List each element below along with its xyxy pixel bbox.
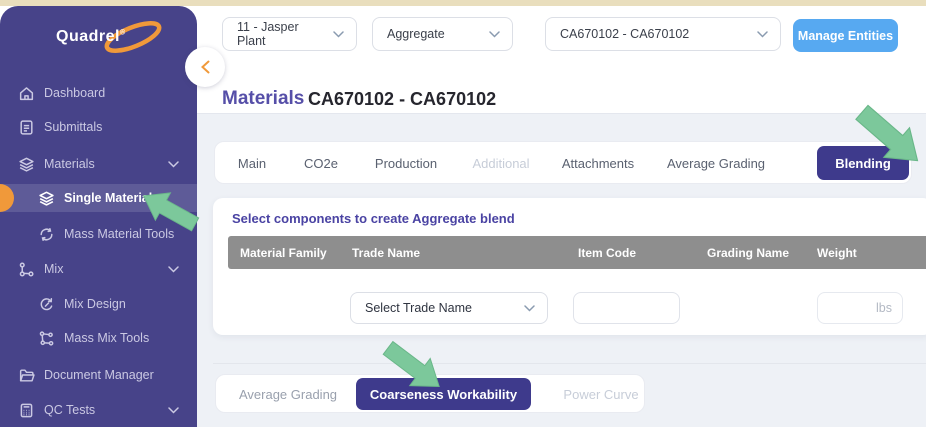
material-tabs: Main CO2e Production Additional Attachme… (214, 141, 912, 184)
sidebar-item-label: Single Material (64, 191, 153, 205)
logo-swoosh-icon (104, 21, 162, 53)
section-divider (213, 363, 926, 364)
chevron-down-icon[interactable] (168, 265, 179, 273)
header-divider (197, 113, 926, 114)
chevron-left-icon (200, 60, 209, 74)
tab-production[interactable]: Production (374, 156, 438, 171)
tab-co2e[interactable]: CO2e (304, 156, 338, 171)
sidebar-item-label: Materials (44, 157, 95, 171)
tab-average-grading-bottom[interactable]: Average Grading (238, 387, 338, 402)
sidebar-item-materials[interactable]: Materials (0, 150, 197, 178)
blend-instruction: Select components to create Aggregate bl… (232, 211, 515, 226)
material-select[interactable]: CA670102 - CA670102 (545, 17, 781, 51)
chevron-down-icon[interactable] (168, 406, 179, 414)
sidebar-item-mix[interactable]: Mix (0, 255, 197, 283)
tab-average-grading[interactable]: Average Grading (666, 156, 766, 171)
material-type-select[interactable]: Aggregate (372, 17, 513, 51)
sidebar-item-label: Mix (44, 262, 64, 276)
sidebar-item-label: Mass Mix Tools (64, 331, 150, 345)
tab-power-curve: Power Curve (563, 387, 639, 402)
column-material-family: Material Family (240, 245, 327, 260)
sidebar-collapse-button[interactable] (185, 47, 225, 87)
sidebar-item-label: Document Manager (44, 368, 154, 382)
active-item-orange-notch (0, 184, 14, 212)
logo-text: Quadrel® (56, 28, 126, 45)
sidebar-item-label: Submittals (44, 120, 103, 134)
top-tan-strip (0, 0, 926, 6)
sidebar-item-mix-design[interactable]: Mix Design (0, 290, 197, 318)
cycle-icon (38, 226, 55, 243)
nodes-icon (38, 330, 55, 347)
page-title: CA670102 - CA670102 (308, 89, 497, 109)
trade-name-select[interactable]: Select Trade Name (350, 292, 548, 324)
sidebar: Quadrel® Dashboard Submittals Materials … (0, 6, 197, 427)
material-select-value: CA670102 - CA670102 (560, 27, 690, 41)
sidebar-item-qc-tests[interactable]: QC Tests (0, 396, 197, 424)
layers-icon (18, 156, 35, 173)
sidebar-item-submittals[interactable]: Submittals (0, 113, 197, 141)
blend-table-header: Material Family Trade Name Item Code Gra… (228, 236, 926, 269)
app-logo: Quadrel® (38, 20, 162, 54)
column-grading-name: Grading Name (707, 245, 790, 260)
column-weight: Weight (817, 245, 857, 260)
chevron-down-icon[interactable] (168, 160, 179, 168)
sidebar-item-label: Mix Design (64, 297, 126, 311)
sidebar-item-mass-material-tools[interactable]: Mass Material Tools (0, 220, 197, 248)
sidebar-item-label: Dashboard (44, 86, 106, 100)
folder-icon (18, 367, 35, 384)
calculator-icon (18, 402, 35, 419)
chevron-down-icon (489, 30, 500, 38)
layers-icon (38, 190, 55, 207)
tab-main[interactable]: Main (237, 156, 267, 171)
trade-name-select-value: Select Trade Name (365, 301, 472, 315)
column-trade-name: Trade Name (352, 245, 421, 260)
logo-registered-mark: ® (119, 29, 126, 37)
molecule-icon (18, 261, 35, 278)
grading-tabs: Average Grading Coarseness Workability P… (215, 374, 645, 413)
chevron-down-icon (333, 30, 344, 38)
refresh-design-icon (38, 296, 55, 313)
tab-additional: Additional (472, 156, 530, 171)
item-code-input[interactable] (573, 292, 680, 324)
breadcrumb-section[interactable]: Materials (222, 88, 305, 109)
weight-input[interactable] (817, 292, 903, 324)
tab-attachments[interactable]: Attachments (561, 156, 635, 171)
manage-entities-button[interactable]: Manage Entities (793, 19, 898, 52)
sidebar-item-document-manager[interactable]: Document Manager (0, 361, 197, 389)
tab-coarseness-workability[interactable]: Coarseness Workability (356, 378, 531, 410)
document-icon (18, 119, 35, 136)
sidebar-item-label: QC Tests (44, 403, 96, 417)
chevron-down-icon (757, 30, 768, 38)
column-item-code: Item Code (578, 245, 637, 260)
plant-select[interactable]: 11 - Jasper Plant (222, 17, 357, 51)
home-icon (18, 85, 35, 102)
sidebar-item-dashboard[interactable]: Dashboard (0, 79, 197, 107)
tab-blending[interactable]: Blending (817, 146, 909, 180)
sidebar-item-mass-mix-tools[interactable]: Mass Mix Tools (0, 324, 197, 352)
chevron-down-icon (524, 304, 535, 312)
sidebar-item-label: Mass Material Tools (64, 227, 175, 241)
material-type-select-value: Aggregate (387, 27, 445, 41)
sidebar-item-single-material[interactable]: Single Material (0, 184, 197, 212)
plant-select-value: 11 - Jasper Plant (237, 20, 299, 48)
